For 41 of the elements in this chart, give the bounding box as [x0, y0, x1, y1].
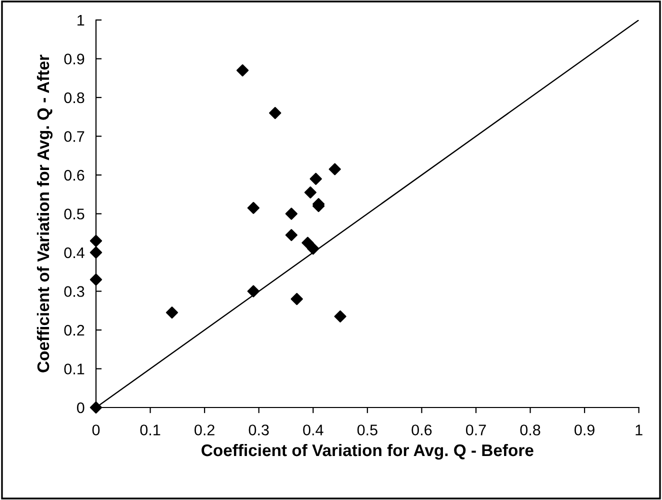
point	[334, 310, 346, 323]
y-tick-label: 0	[76, 402, 84, 414]
point	[285, 208, 298, 220]
x-tick-label: 0.7	[466, 424, 486, 436]
y-tick-label: 1	[78, 15, 84, 26]
point	[90, 246, 102, 259]
x-tick-label: 1	[636, 424, 642, 436]
y-tick-label: 0.4	[64, 247, 84, 258]
x-tick-label: 0.4	[303, 424, 324, 436]
point	[247, 285, 260, 298]
x-tick-label: 0.2	[194, 424, 214, 436]
y-tick-label: 0.2	[64, 324, 84, 336]
x-tick-label: 0.3	[248, 424, 269, 436]
point	[90, 234, 102, 247]
point	[236, 64, 249, 76]
point	[304, 186, 316, 199]
point	[310, 172, 322, 185]
point	[247, 202, 260, 214]
y-tick-label: 0.3	[64, 286, 84, 297]
point	[307, 242, 320, 255]
y-tick-label: 0.5	[64, 208, 84, 220]
x-tick-label: 0.5	[357, 424, 378, 436]
x-tick-label: 0.1	[140, 424, 160, 436]
point	[166, 306, 178, 319]
x-tick-label: 0	[92, 424, 100, 436]
x-tick-label: 0.9	[574, 424, 594, 436]
x-tick-label: 0.8	[520, 424, 540, 436]
y-tick-label: 0.1	[64, 364, 84, 374]
point	[285, 228, 298, 242]
x-tick-label: 0.6	[412, 424, 432, 436]
point	[90, 401, 102, 414]
point	[328, 163, 341, 176]
x-axis-title: Coefficient of Variation for Avg. Q - Before	[202, 444, 534, 460]
point	[269, 106, 282, 120]
point	[90, 274, 102, 286]
y-tick-label: 0.7	[64, 131, 84, 142]
y-axis-title: Coefficient of Variation for Avg. Q - After	[36, 54, 53, 372]
y-tick-label: 0.8	[64, 92, 84, 104]
y-tick-label: 0.9	[64, 54, 84, 64]
point	[290, 292, 303, 306]
y-tick-label: 0.6	[64, 170, 84, 181]
